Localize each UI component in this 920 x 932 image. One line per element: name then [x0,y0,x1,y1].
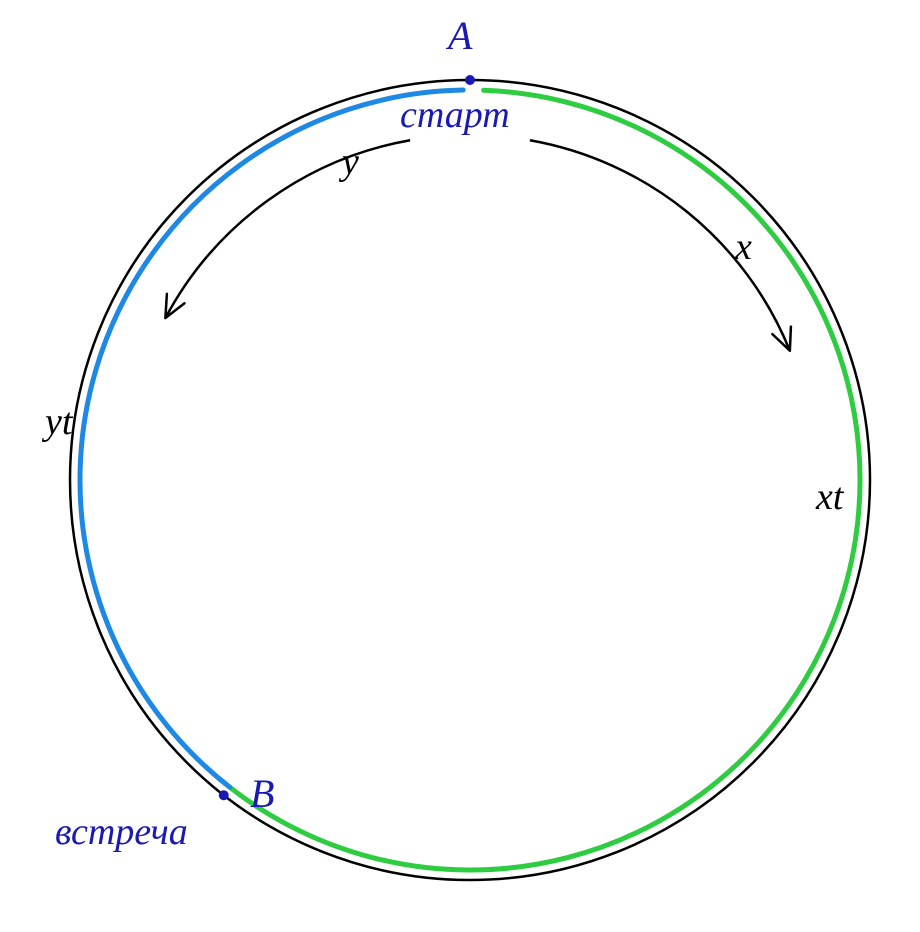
point-b-label: B [250,770,274,817]
motion-diagram-svg [0,0,920,932]
yt-arc-label: yt [45,400,72,444]
x-arrow-label: x [735,225,752,269]
xt-arc-label: xt [816,475,843,519]
diagram-container: A старт B встреча y x yt xt [0,0,920,932]
meet-label: встреча [55,810,188,854]
point-a-label: A [448,12,472,59]
start-label: старт [400,93,510,137]
y-arrow-label: y [342,140,359,184]
